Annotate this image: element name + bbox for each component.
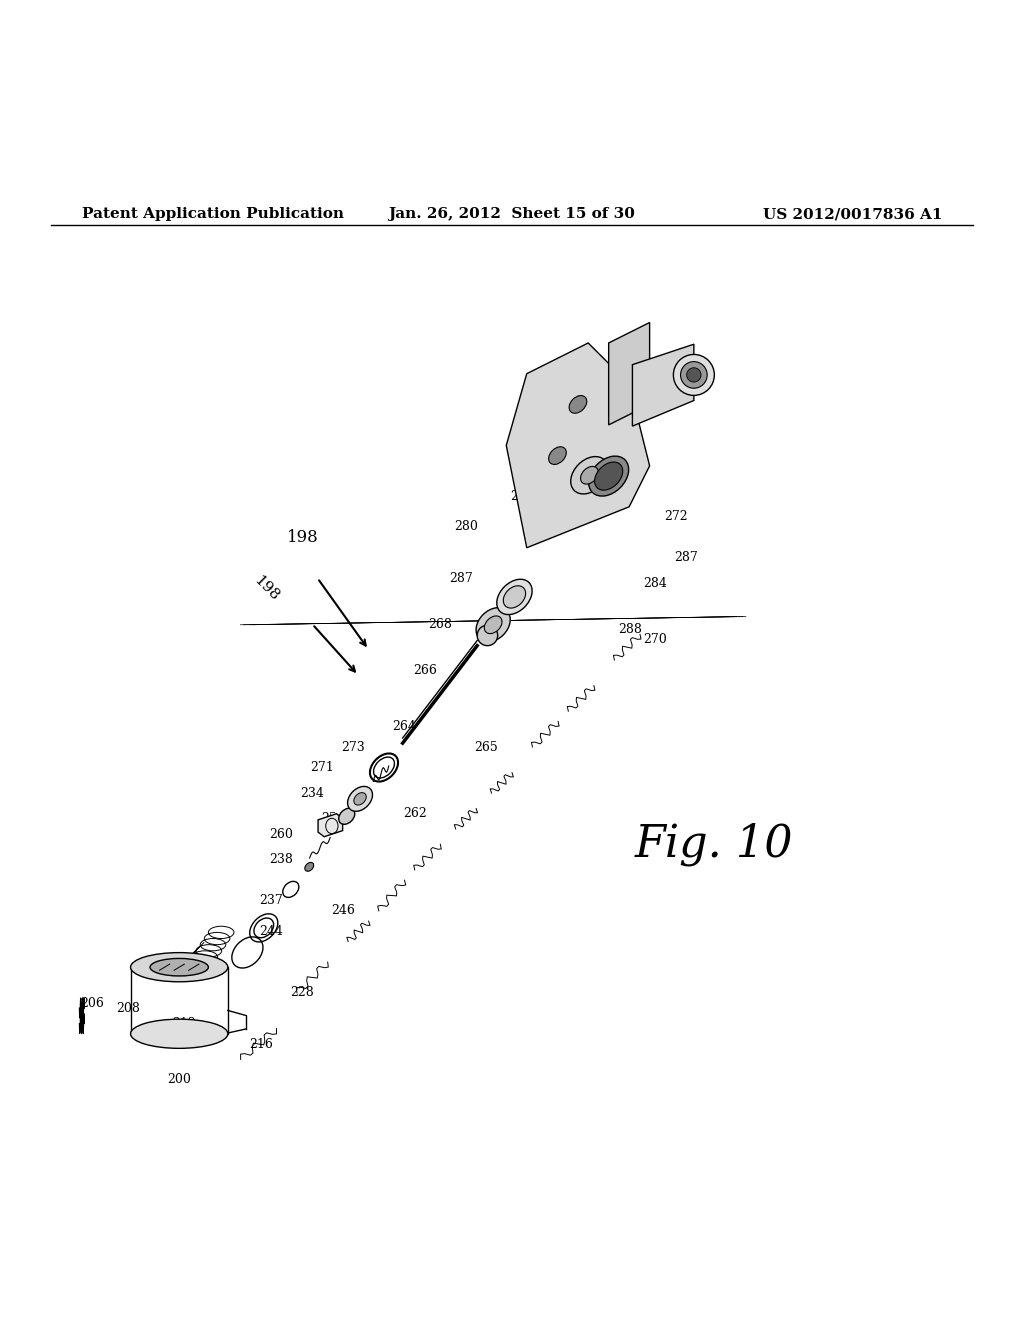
Ellipse shape <box>570 457 608 494</box>
Text: Patent Application Publication: Patent Application Publication <box>82 207 344 222</box>
Ellipse shape <box>347 787 373 812</box>
Ellipse shape <box>687 368 701 381</box>
Ellipse shape <box>305 862 313 871</box>
Text: 234: 234 <box>300 787 325 800</box>
Ellipse shape <box>354 792 367 805</box>
Text: 287: 287 <box>674 552 698 564</box>
Text: 270: 270 <box>643 634 668 645</box>
Polygon shape <box>318 813 343 837</box>
Text: 200: 200 <box>167 1073 191 1086</box>
Text: Fig. 10: Fig. 10 <box>635 822 794 866</box>
Ellipse shape <box>569 396 587 413</box>
Text: 288: 288 <box>617 623 642 636</box>
Text: 260: 260 <box>269 828 294 841</box>
Ellipse shape <box>484 616 502 634</box>
Text: 228: 228 <box>290 986 314 999</box>
Text: 198: 198 <box>251 573 282 603</box>
Polygon shape <box>506 343 649 548</box>
Circle shape <box>477 626 498 645</box>
Polygon shape <box>633 345 694 426</box>
Ellipse shape <box>581 466 598 484</box>
Text: 198: 198 <box>287 528 318 545</box>
Text: 264: 264 <box>392 721 417 733</box>
Ellipse shape <box>589 457 629 496</box>
Text: 238: 238 <box>269 853 294 866</box>
Text: 287: 287 <box>449 572 473 585</box>
Text: 262: 262 <box>402 807 427 820</box>
Text: 284: 284 <box>643 577 668 590</box>
Ellipse shape <box>131 1019 227 1048</box>
Text: 265: 265 <box>474 741 499 754</box>
Text: 244: 244 <box>259 925 284 937</box>
Ellipse shape <box>150 958 209 975</box>
Text: 216: 216 <box>249 1038 273 1051</box>
Ellipse shape <box>476 607 510 642</box>
Text: 287: 287 <box>510 490 535 503</box>
Ellipse shape <box>595 462 623 490</box>
Ellipse shape <box>681 362 708 388</box>
Text: 237: 237 <box>259 894 284 907</box>
Text: 272: 272 <box>664 510 688 523</box>
Text: 280: 280 <box>454 520 478 533</box>
Text: 271: 271 <box>310 762 335 774</box>
Ellipse shape <box>549 446 566 465</box>
Text: US 2012/0017836 A1: US 2012/0017836 A1 <box>763 207 942 222</box>
Text: 268: 268 <box>428 618 453 631</box>
Text: Jan. 26, 2012  Sheet 15 of 30: Jan. 26, 2012 Sheet 15 of 30 <box>388 207 636 222</box>
Ellipse shape <box>497 579 532 615</box>
Text: 246: 246 <box>331 904 355 917</box>
Text: 206: 206 <box>80 997 104 1010</box>
Text: 266: 266 <box>413 664 437 677</box>
Text: 208: 208 <box>116 1002 140 1015</box>
Text: 212: 212 <box>172 1016 197 1030</box>
Text: 273: 273 <box>341 741 366 754</box>
Ellipse shape <box>504 586 525 609</box>
Ellipse shape <box>131 953 227 982</box>
Ellipse shape <box>674 355 715 396</box>
Polygon shape <box>608 322 649 425</box>
Text: 254: 254 <box>321 812 345 825</box>
Ellipse shape <box>339 808 354 824</box>
